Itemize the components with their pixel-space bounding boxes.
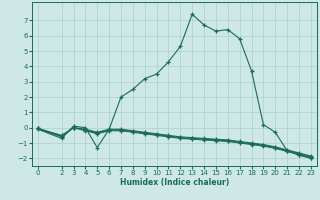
X-axis label: Humidex (Indice chaleur): Humidex (Indice chaleur) — [120, 178, 229, 187]
